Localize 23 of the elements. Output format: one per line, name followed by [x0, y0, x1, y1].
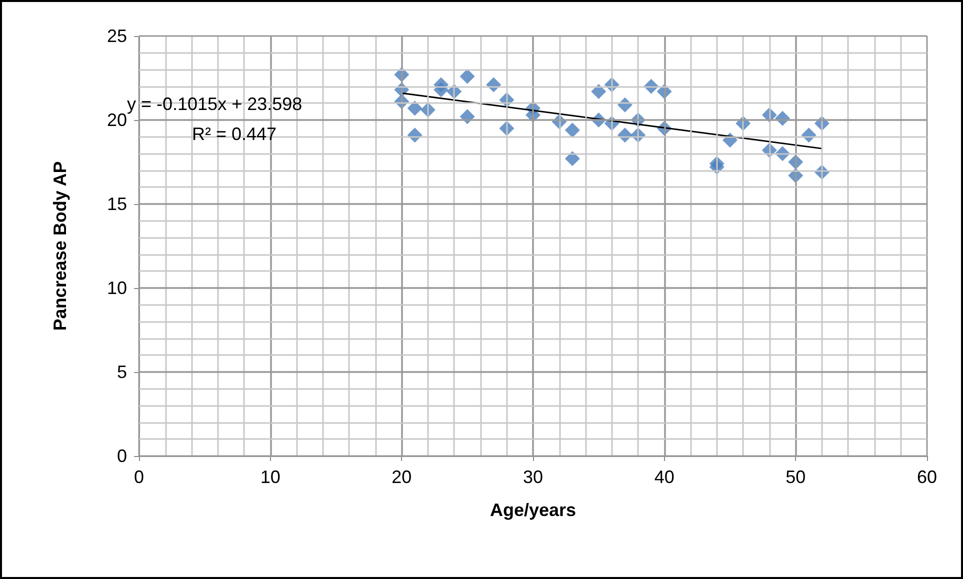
x-tick-label: 0 — [134, 467, 144, 487]
y-tick-label: 0 — [116, 446, 127, 466]
point — [460, 68, 475, 84]
point — [564, 151, 580, 166]
point — [460, 109, 475, 124]
y-tick-label: 20 — [106, 110, 127, 130]
x-tick-label: 50 — [786, 467, 806, 487]
y-tick-label: 5 — [116, 362, 127, 382]
x-tick-label: 30 — [522, 467, 544, 487]
point — [407, 100, 422, 116]
y-tick-label: 15 — [106, 194, 127, 214]
point — [564, 122, 580, 138]
y-tick-label: 10 — [106, 278, 127, 298]
x-tick-label: 20 — [392, 467, 412, 487]
point — [591, 84, 606, 99]
annotation: y = -0.1015x + 23.598 — [127, 94, 302, 114]
x-axis-title: Age/years — [490, 500, 576, 520]
y-tick-label: 25 — [106, 26, 127, 46]
x-tick-label: 60 — [916, 467, 938, 487]
x-tick-label: 40 — [654, 467, 674, 487]
x-tick-label: 10 — [260, 467, 280, 487]
y-axis-title: Pancrease Body AP — [50, 161, 70, 331]
annotation: R² = 0.447 — [192, 124, 277, 144]
